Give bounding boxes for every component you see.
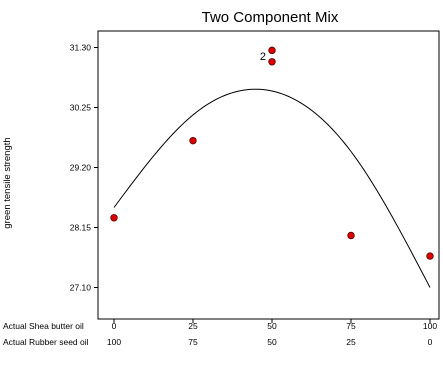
data-point xyxy=(347,231,355,240)
plot-frame xyxy=(97,30,440,320)
y-tick-label: 29.20 xyxy=(70,163,92,173)
x-tick-label-rubber: 100 xyxy=(107,337,121,347)
replicate-count-label: 2 xyxy=(260,51,266,63)
x-axis-label-rubber: Actual Rubber seed oil xyxy=(3,337,89,347)
data-point xyxy=(189,136,197,145)
x-tick-label-rubber: 75 xyxy=(188,337,198,347)
y-tick-label: 30.25 xyxy=(70,103,92,113)
x-tick-label-shea: 0 xyxy=(112,321,117,331)
y-tick-label: 28.15 xyxy=(70,223,92,233)
y-axis-label: green tensile strength xyxy=(2,137,13,228)
x-tick-label-rubber: 50 xyxy=(267,337,277,347)
x-axis: 0 100 25 75 50 50 75 25 100 0 xyxy=(107,319,437,347)
chart-title: Two Component Mix xyxy=(202,9,339,26)
x-tick-label-rubber: 0 xyxy=(428,337,433,347)
x-tick-label-rubber: 25 xyxy=(346,337,356,347)
fit-curve xyxy=(113,88,431,288)
data-point xyxy=(426,252,434,260)
data-point xyxy=(268,46,276,55)
data-point xyxy=(110,214,118,222)
data-point xyxy=(268,58,276,66)
y-tick-label: 31.30 xyxy=(70,43,92,53)
x-tick-label-shea: 50 xyxy=(267,321,277,331)
x-axis-label-shea: Actual Shea butter oil xyxy=(3,321,84,331)
y-tick-label: 27.10 xyxy=(70,283,92,293)
x-tick-label-shea: 100 xyxy=(423,321,437,331)
x-tick-label-shea: 75 xyxy=(346,321,356,331)
y-axis: 27.10 28.15 29.20 30.25 31.30 xyxy=(70,43,98,293)
data-points xyxy=(110,46,434,260)
annotations: 2 xyxy=(260,51,266,63)
x-tick-label-shea: 25 xyxy=(188,321,198,331)
